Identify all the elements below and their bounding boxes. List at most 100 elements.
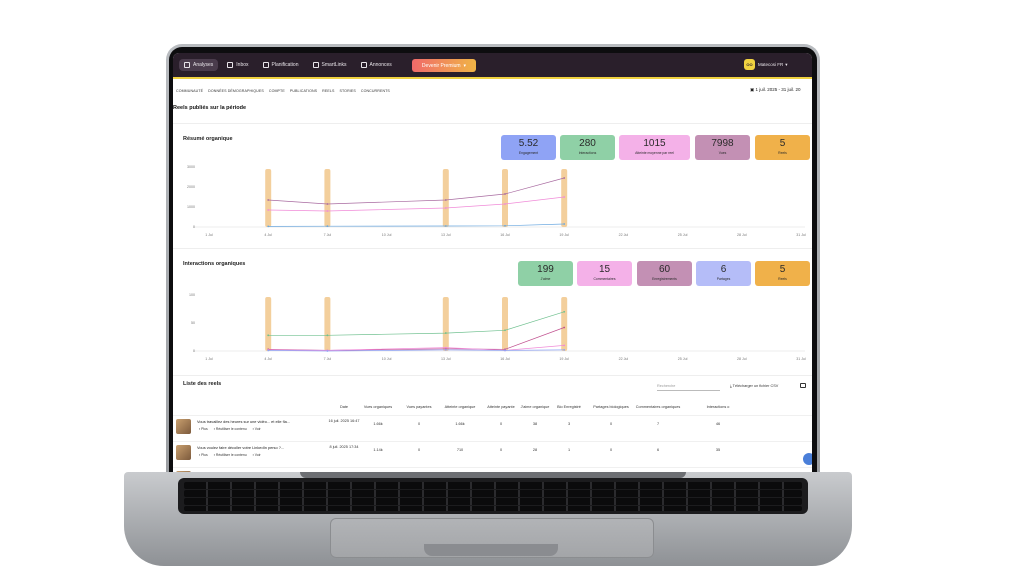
column-header[interactable]: Atteinte payante bbox=[487, 405, 515, 409]
x-tick-label: 19 Jul bbox=[559, 233, 569, 237]
reel-marker bbox=[442, 297, 449, 351]
csv-label: Télécharger un fichier CSV bbox=[732, 384, 779, 388]
stat-value: 5 bbox=[779, 264, 786, 275]
data-point bbox=[504, 329, 506, 332]
stat-value: 60 bbox=[658, 264, 671, 275]
y-tick-label: 0 bbox=[193, 225, 195, 229]
stat-value: 5 bbox=[779, 138, 786, 149]
tab-concurrents[interactable]: CONCURRENTS bbox=[360, 89, 390, 93]
reel-title[interactable]: Vous voulez faire décoller votre LinkedI… bbox=[197, 445, 285, 450]
x-tick-label: 4 Jul bbox=[264, 357, 272, 361]
column-header[interactable]: Vues payantes bbox=[406, 405, 432, 409]
data-point bbox=[444, 225, 447, 227]
x-tick-label: 4 Jul bbox=[264, 233, 272, 237]
tab-reels[interactable]: REELS bbox=[322, 89, 335, 93]
x-tick-label: 13 Jul bbox=[441, 233, 451, 237]
stat-card: 5 Reels bbox=[755, 261, 810, 286]
reel-thumbnail[interactable] bbox=[176, 419, 191, 434]
reel-marker bbox=[502, 169, 508, 227]
x-tick-label: 28 Jul bbox=[737, 233, 747, 237]
column-header[interactable]: Atteinte organique bbox=[444, 405, 476, 409]
stat-value: 1015 bbox=[643, 138, 666, 149]
data-point bbox=[444, 207, 447, 209]
stat-card: 7998 Vues bbox=[695, 135, 750, 160]
data-point bbox=[444, 332, 447, 334]
table-cell: 0 bbox=[499, 422, 503, 426]
nav-item-planification[interactable]: Planification bbox=[258, 59, 304, 71]
reel-action-link[interactable]: ▪ Plus bbox=[199, 453, 208, 457]
x-tick-label: 13 Jul bbox=[441, 357, 451, 361]
date-range-picker[interactable]: ▣ 1 juil. 2025 - 31 juil. 20 bbox=[750, 87, 801, 93]
chat-bubble-icon[interactable] bbox=[803, 453, 812, 465]
stat-label: Atteinte moyenne par reel bbox=[635, 151, 674, 155]
stat-value: 6 bbox=[720, 264, 727, 275]
columns-icon[interactable] bbox=[800, 383, 806, 388]
table-cell: 1.66k bbox=[373, 422, 383, 426]
column-header[interactable]: Vues organiques bbox=[363, 405, 393, 409]
csv-download-button[interactable]: ⤓ Télécharger un fichier CSV bbox=[730, 384, 778, 388]
x-tick-label: 28 Jul bbox=[737, 357, 747, 361]
table-cell: 0 bbox=[609, 448, 613, 452]
premium-button[interactable]: Devenir Premium ▾ bbox=[412, 59, 476, 72]
x-tick-label: 31 Jul bbox=[796, 233, 806, 237]
divider bbox=[173, 123, 812, 124]
table-cell: 0 bbox=[499, 448, 503, 452]
reel-marker bbox=[561, 169, 568, 227]
x-tick-label: 22 Jul bbox=[619, 357, 629, 361]
stat-label: Reels bbox=[778, 277, 787, 281]
nav-item-annonces[interactable]: Annonces bbox=[356, 59, 397, 71]
summary-title: Résumé organique bbox=[183, 136, 233, 142]
tab-compte[interactable]: COMPTE bbox=[268, 89, 285, 93]
stat-label: Partages bbox=[716, 277, 731, 281]
chevron-down-icon: ▾ bbox=[463, 62, 467, 69]
stat-card: 5.52 Engagement bbox=[501, 135, 556, 160]
reel-action-link[interactable]: ▪ Plus bbox=[199, 427, 208, 431]
keyboard bbox=[178, 478, 808, 514]
tab-demographics[interactable]: DONNÉES DÉMOGRAPHIQUES bbox=[208, 89, 264, 93]
stat-card: 5 Reels bbox=[755, 135, 810, 160]
reel-action-link[interactable]: ▪ Voir bbox=[252, 427, 261, 431]
nav-item-smartlinks[interactable]: SmartLinks bbox=[308, 59, 352, 71]
reel-action-link[interactable]: ▪ Voir bbox=[252, 453, 261, 457]
data-point bbox=[504, 203, 506, 205]
column-header[interactable]: J'aime organique bbox=[520, 405, 550, 409]
column-header[interactable]: Interactions o bbox=[706, 405, 730, 409]
reel-action-link[interactable]: ▪ Réutiliser le contenu bbox=[213, 427, 247, 431]
laptop-notch bbox=[424, 544, 558, 556]
column-header[interactable]: Commentaires organiques bbox=[635, 405, 681, 409]
reel-marker bbox=[561, 297, 568, 351]
data-point bbox=[326, 210, 329, 212]
y-tick-label: 2000 bbox=[187, 185, 195, 189]
key-row bbox=[184, 506, 802, 511]
data-point bbox=[563, 177, 566, 179]
user-menu[interactable]: OO Matecosi FR ▾ bbox=[744, 59, 788, 70]
column-header[interactable]: Date bbox=[339, 405, 349, 409]
nav-item-label: Inbox bbox=[236, 62, 249, 68]
nav-item-label: SmartLinks bbox=[321, 62, 347, 68]
data-point bbox=[563, 326, 566, 329]
data-point bbox=[267, 349, 270, 352]
nav-item-analyses[interactable]: Analyses bbox=[179, 59, 219, 71]
reel-action-link[interactable]: ▪ Réutiliser le contenu bbox=[213, 453, 247, 457]
search-input[interactable]: Recherche bbox=[657, 382, 720, 391]
stat-card: 6 Partages bbox=[696, 261, 751, 286]
stat-value: 280 bbox=[579, 138, 596, 149]
table-cell: 3 bbox=[567, 422, 571, 426]
tab-publications[interactable]: PUBLICATIONS bbox=[289, 89, 318, 93]
nav-item-label: Planification bbox=[271, 62, 299, 68]
inbox-icon bbox=[227, 62, 234, 68]
tab-communaute[interactable]: COMMUNAUTÉ bbox=[176, 89, 204, 93]
column-header[interactable]: Bio Enregistré bbox=[557, 405, 581, 409]
cell-date: 16 juil. 2025 16:47 bbox=[328, 419, 360, 423]
reel-thumbnail[interactable] bbox=[176, 445, 191, 460]
reel-title[interactable]: Vous travaillez des heures sur une vidéo… bbox=[197, 419, 290, 424]
x-tick-label: 16 Jul bbox=[500, 233, 510, 237]
column-header[interactable]: Partages biologiques bbox=[593, 405, 629, 409]
divider bbox=[173, 248, 812, 249]
page-title: Reels publiés sur la période bbox=[173, 105, 247, 111]
x-tick-label: 7 Jul bbox=[324, 357, 332, 361]
tab-stories[interactable]: STORIES bbox=[339, 89, 356, 93]
reel-marker bbox=[324, 297, 331, 351]
stat-label: Vues bbox=[718, 151, 727, 155]
nav-item-inbox[interactable]: Inbox bbox=[222, 59, 253, 71]
